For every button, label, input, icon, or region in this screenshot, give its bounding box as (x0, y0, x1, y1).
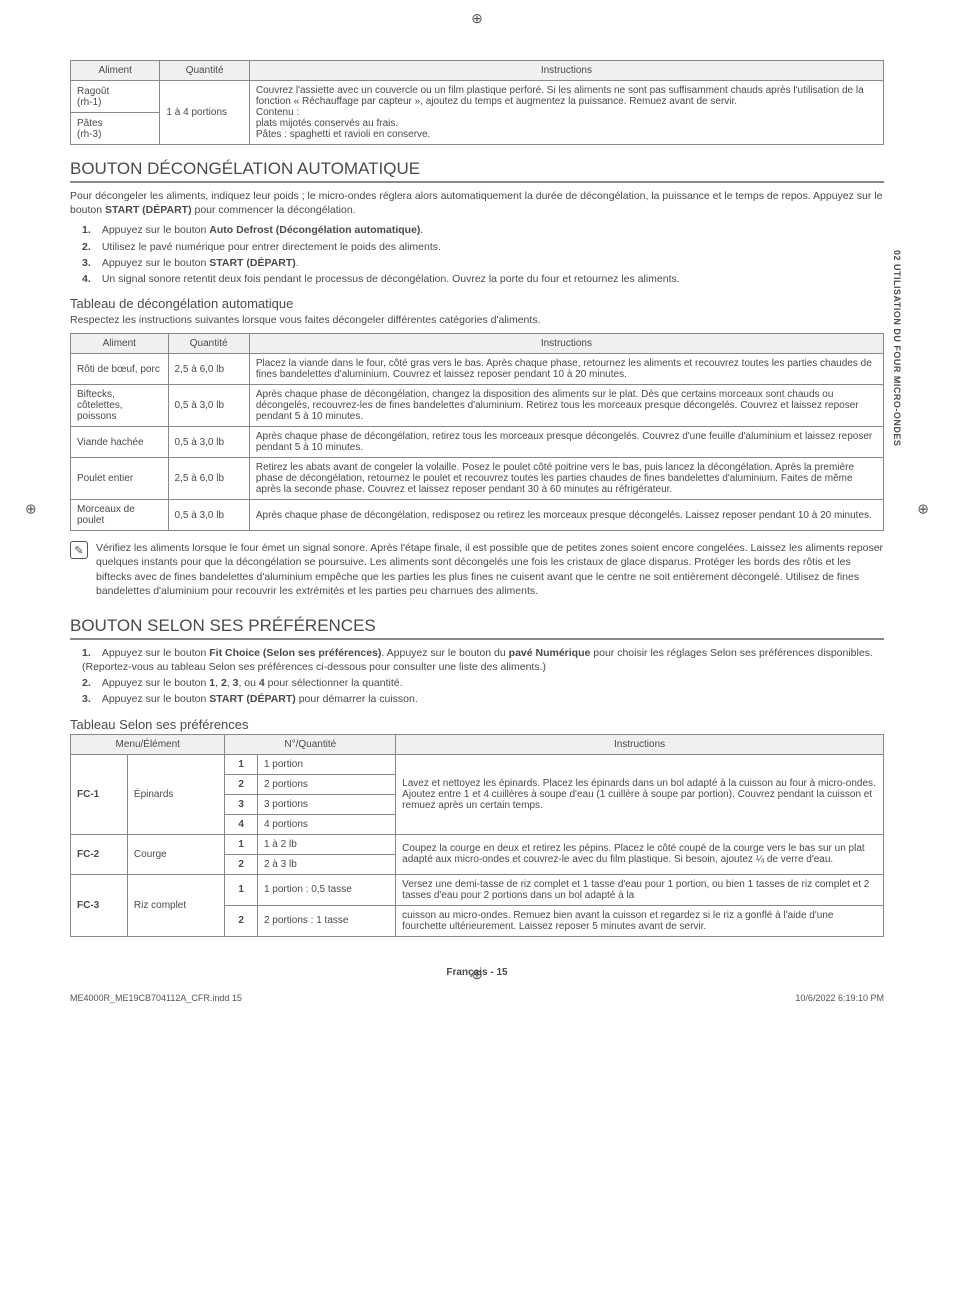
th-qty: Quantité (168, 334, 249, 354)
fit-steps: 1. Appuyez sur le bouton Fit Choice (Sel… (82, 646, 884, 707)
note-icon: ✎ (70, 541, 88, 559)
th-aliment: Aliment (71, 61, 160, 81)
doc-id: ME4000R_ME19CB704112A_CFR.indd 15 (70, 993, 242, 1003)
defrost-intro: Pour décongeler les aliments, indiquez l… (70, 189, 884, 217)
defrost-steps: 1. Appuyez sur le bouton Auto Defrost (D… (82, 223, 884, 286)
doc-timestamp: 10/6/2022 6:19:10 PM (795, 993, 884, 1003)
heading-defrost: BOUTON DÉCONGÉLATION AUTOMATIQUE (70, 159, 884, 183)
doc-footer: ME4000R_ME19CB704112A_CFR.indd 15 10/6/2… (70, 993, 884, 1003)
section-tab: 02 UTILISATION DU FOUR MICRO-ONDES (892, 250, 902, 446)
cell-ragout: Ragoût (rh-1) (71, 81, 160, 113)
defrost-table-heading: Tableau de décongélation automatique (70, 296, 884, 311)
note-text: Vérifiez les aliments lorsque le four ém… (96, 541, 884, 598)
reg-mark-right: ⊕ (917, 500, 929, 517)
cell-instr: Couvrez l'assiette avec un couvercle ou … (249, 81, 883, 145)
th-instr: Instructions (249, 61, 883, 81)
defrost-table: Aliment Quantité Instructions Rôti de bœ… (70, 333, 884, 531)
fit-table-heading: Tableau Selon ses préférences (70, 717, 884, 732)
th-nq: N°/Quantité (225, 734, 396, 754)
defrost-table-intro: Respectez les instructions suivantes lor… (70, 313, 884, 327)
th-qty: Quantité (160, 61, 249, 81)
reg-mark-top: ⊕ (471, 10, 483, 27)
fit-table: Menu/Élément N°/Quantité Instructions FC… (70, 734, 884, 937)
cell-pates: Pâtes (rh-3) (71, 113, 160, 145)
th-menu: Menu/Élément (71, 734, 225, 754)
th-instr: Instructions (396, 734, 884, 754)
th-instr: Instructions (249, 334, 883, 354)
reheat-table: Aliment Quantité Instructions Ragoût (rh… (70, 60, 884, 145)
heading-fit: BOUTON SELON SES PRÉFÉRENCES (70, 616, 884, 640)
info-note: ✎ Vérifiez les aliments lorsque le four … (70, 541, 884, 598)
reg-mark-bottom: ⊕ (471, 966, 483, 983)
cell-qty: 1 à 4 portions (160, 81, 249, 145)
th-aliment: Aliment (71, 334, 169, 354)
reg-mark-left: ⊕ (25, 500, 37, 517)
